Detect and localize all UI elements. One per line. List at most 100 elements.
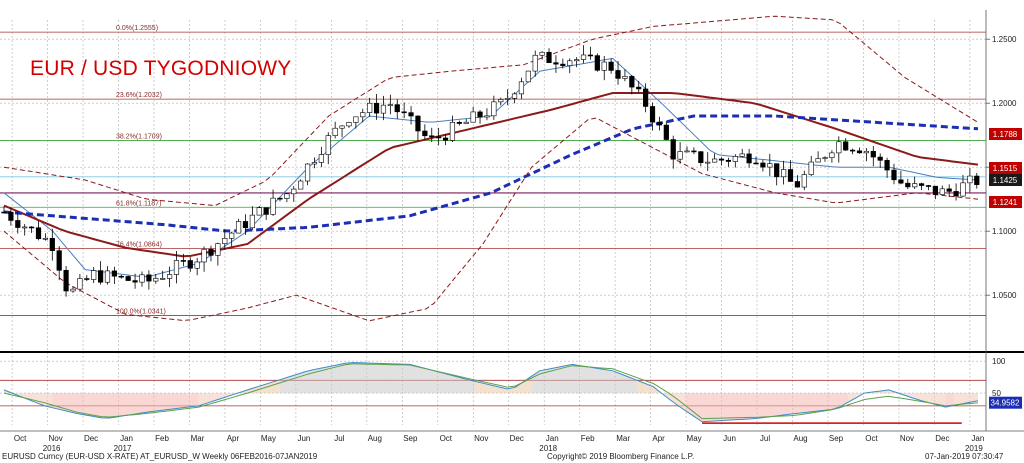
- candle-body: [905, 182, 911, 188]
- candle-body: [125, 276, 131, 281]
- candle-body: [932, 185, 938, 195]
- fib-label: 100.0%(1.0341): [116, 309, 166, 316]
- osc-fill: [953, 393, 962, 406]
- osc-fill: [588, 366, 597, 394]
- osc-fill: [44, 393, 53, 408]
- x-tick-label: Sep: [829, 434, 844, 443]
- candle-body: [249, 214, 255, 229]
- osc-fill: [68, 393, 78, 414]
- osc-fill: [807, 393, 816, 413]
- candle-body: [35, 227, 42, 240]
- osc-fill: [921, 393, 930, 403]
- osc-fill: [182, 393, 191, 408]
- osc-fill: [783, 393, 792, 416]
- candle-body: [794, 181, 801, 188]
- osc-tick-label: 100: [992, 357, 1006, 366]
- candle-body: [256, 207, 262, 216]
- candle-body: [222, 238, 228, 244]
- candle-body: [712, 158, 718, 163]
- fib-label: 0.0%(1.2555): [116, 25, 158, 32]
- candle-body: [22, 226, 28, 229]
- candle-body: [291, 188, 297, 195]
- osc-fill: [904, 393, 914, 399]
- x-tick-label: May: [261, 434, 276, 443]
- candle-body: [339, 125, 345, 129]
- year-label: 2016: [43, 444, 61, 453]
- osc-fill: [369, 363, 378, 394]
- candle-body: [194, 261, 200, 269]
- candle-body: [104, 270, 111, 283]
- x-tick-label: Jan: [971, 434, 984, 443]
- osc-fill: [539, 369, 548, 394]
- osc-fill: [344, 362, 354, 394]
- candle-body: [560, 63, 566, 66]
- x-tick-label: Mar: [191, 434, 205, 443]
- y-tick-label: 1.2500: [992, 35, 1017, 44]
- candle-body: [974, 175, 980, 185]
- osc-fill: [401, 364, 410, 394]
- osc-fill: [848, 393, 857, 403]
- osc-fill: [125, 393, 134, 416]
- osc-fill: [85, 393, 94, 417]
- value-tag-label: 1.1515: [993, 164, 1018, 173]
- candle-body: [539, 51, 545, 56]
- candle-body: [173, 260, 180, 275]
- osc-fill: [580, 365, 589, 394]
- x-tick-label: Jul: [760, 434, 770, 443]
- candle-body: [656, 121, 663, 126]
- y-tick-label: 1.2000: [992, 99, 1017, 108]
- candle-body: [953, 191, 959, 197]
- x-tick-label: Jul: [334, 434, 344, 443]
- candle-body: [546, 51, 552, 63]
- osc-fill: [596, 368, 605, 394]
- candle-body: [739, 153, 745, 157]
- fib-label: 23.6%(1.2032): [116, 92, 162, 99]
- osc-fill: [101, 393, 110, 418]
- candle-body: [70, 288, 76, 292]
- osc-fill: [604, 369, 613, 394]
- osc-fill: [799, 393, 808, 414]
- candle-body: [553, 62, 559, 65]
- osc-fill: [60, 393, 69, 412]
- osc-fill: [426, 368, 435, 394]
- year-label: 2018: [539, 444, 557, 453]
- candle-body: [753, 162, 759, 165]
- candle-body: [567, 60, 573, 66]
- y-tick-label: 1.0500: [992, 291, 1017, 300]
- year-label: 2019: [965, 444, 983, 453]
- candle-body: [725, 159, 732, 162]
- x-tick-label: Dec: [84, 434, 98, 443]
- osc-fill: [645, 383, 654, 394]
- osc-fill: [442, 372, 451, 394]
- value-tag-label: 1.1425: [993, 176, 1018, 185]
- osc-fill: [263, 382, 272, 394]
- candle-body: [484, 115, 490, 118]
- candle-body: [808, 161, 814, 175]
- value-tag-label: 1.1241: [993, 198, 1018, 207]
- x-tick-label: Nov: [900, 434, 914, 443]
- candle-body: [429, 135, 435, 138]
- candle-body: [877, 156, 883, 161]
- candle-body: [263, 207, 269, 215]
- candle-body: [587, 54, 594, 57]
- candle-body: [1, 211, 7, 214]
- osc-fill: [353, 362, 362, 394]
- y-tick-label: 1.1000: [992, 227, 1017, 236]
- candle-body: [705, 161, 711, 164]
- osc-fill: [693, 393, 703, 422]
- series-oscillator-fast: [3, 362, 979, 423]
- footer-left: EURUSD Curncy (EUR-USD X-RATE) AT_EURUSD…: [2, 452, 318, 461]
- candle-body: [325, 135, 331, 155]
- value-tag-label: 1.1788: [993, 130, 1018, 139]
- osc-fill: [945, 393, 954, 408]
- x-tick-label: Dec: [935, 434, 949, 443]
- osc-fill: [515, 381, 524, 394]
- value-tag-band-lower: [989, 196, 1022, 208]
- candle-body: [477, 111, 483, 118]
- osc-fill: [77, 393, 86, 415]
- candle-body: [284, 193, 290, 199]
- osc-fill: [775, 393, 784, 417]
- candle-body: [63, 270, 69, 292]
- osc-fill: [223, 393, 232, 398]
- candle-body: [608, 61, 614, 71]
